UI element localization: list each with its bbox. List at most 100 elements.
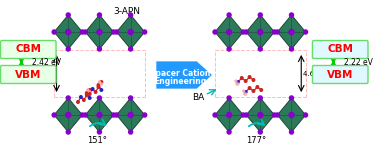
- Circle shape: [66, 96, 70, 100]
- Circle shape: [245, 93, 246, 95]
- Circle shape: [100, 81, 103, 83]
- FancyBboxPatch shape: [0, 40, 56, 58]
- Polygon shape: [85, 15, 113, 49]
- Text: Engineering: Engineering: [154, 78, 206, 87]
- Circle shape: [273, 113, 276, 117]
- Polygon shape: [54, 98, 82, 132]
- Circle shape: [81, 30, 84, 34]
- Circle shape: [77, 101, 79, 103]
- Circle shape: [128, 112, 133, 118]
- Circle shape: [112, 30, 116, 34]
- Circle shape: [213, 30, 217, 34]
- Circle shape: [241, 30, 245, 34]
- Circle shape: [248, 76, 251, 78]
- FancyBboxPatch shape: [313, 66, 368, 84]
- Polygon shape: [246, 15, 274, 49]
- FancyArrow shape: [156, 61, 212, 89]
- Circle shape: [143, 113, 147, 117]
- Circle shape: [89, 91, 91, 93]
- Polygon shape: [116, 15, 145, 49]
- Circle shape: [85, 92, 88, 94]
- FancyBboxPatch shape: [0, 66, 56, 84]
- Circle shape: [243, 90, 245, 92]
- Circle shape: [260, 89, 263, 91]
- Circle shape: [244, 93, 246, 95]
- Circle shape: [88, 89, 91, 91]
- Polygon shape: [246, 98, 274, 132]
- Circle shape: [52, 113, 56, 117]
- Circle shape: [100, 89, 103, 91]
- Circle shape: [235, 80, 237, 82]
- Circle shape: [84, 113, 87, 117]
- Circle shape: [66, 130, 70, 134]
- Circle shape: [97, 86, 100, 88]
- Circle shape: [258, 96, 262, 100]
- Circle shape: [129, 47, 133, 51]
- Circle shape: [52, 30, 56, 34]
- Polygon shape: [54, 15, 82, 49]
- Circle shape: [258, 29, 263, 34]
- Circle shape: [289, 29, 294, 34]
- Text: 151°: 151°: [88, 136, 107, 145]
- Circle shape: [128, 29, 133, 34]
- Circle shape: [244, 30, 248, 34]
- Circle shape: [115, 113, 119, 117]
- Polygon shape: [85, 98, 113, 132]
- Circle shape: [97, 29, 102, 34]
- Circle shape: [256, 86, 259, 88]
- Circle shape: [88, 93, 91, 95]
- Circle shape: [143, 30, 147, 34]
- Circle shape: [227, 13, 231, 17]
- Circle shape: [98, 130, 101, 134]
- Circle shape: [97, 84, 100, 86]
- Text: VBM: VBM: [15, 69, 42, 80]
- Text: Spacer Cation: Spacer Cation: [150, 69, 211, 78]
- Polygon shape: [277, 15, 305, 49]
- Circle shape: [94, 91, 97, 93]
- Text: 177°: 177°: [246, 136, 266, 145]
- Text: BA: BA: [192, 93, 204, 102]
- Circle shape: [226, 29, 232, 34]
- Circle shape: [98, 13, 101, 17]
- Circle shape: [290, 13, 293, 17]
- Polygon shape: [215, 98, 243, 132]
- Circle shape: [81, 113, 84, 117]
- Circle shape: [82, 99, 85, 101]
- Circle shape: [66, 47, 70, 51]
- Circle shape: [227, 130, 231, 134]
- Circle shape: [276, 30, 279, 34]
- Polygon shape: [277, 98, 305, 132]
- Circle shape: [240, 77, 243, 79]
- Circle shape: [85, 94, 88, 96]
- Text: 4.6 Å: 4.6 Å: [303, 70, 321, 77]
- Circle shape: [226, 112, 232, 118]
- Circle shape: [98, 47, 101, 51]
- Circle shape: [84, 30, 87, 34]
- Text: CBM: CBM: [15, 45, 41, 54]
- Circle shape: [258, 47, 262, 51]
- Circle shape: [236, 83, 238, 85]
- Text: 8.6 Å: 8.6 Å: [35, 70, 54, 77]
- Circle shape: [244, 113, 248, 117]
- Circle shape: [258, 13, 262, 17]
- Circle shape: [237, 83, 239, 85]
- Circle shape: [273, 30, 276, 34]
- Circle shape: [66, 13, 70, 17]
- Circle shape: [227, 47, 231, 51]
- Circle shape: [98, 81, 101, 83]
- Circle shape: [213, 113, 217, 117]
- Circle shape: [129, 13, 133, 17]
- Polygon shape: [215, 15, 243, 49]
- Circle shape: [112, 113, 116, 117]
- Text: 2.42 eV: 2.42 eV: [32, 58, 61, 67]
- Circle shape: [245, 80, 247, 82]
- Circle shape: [304, 113, 308, 117]
- Circle shape: [252, 79, 255, 81]
- Circle shape: [88, 97, 91, 99]
- Circle shape: [97, 112, 102, 118]
- Circle shape: [101, 83, 102, 85]
- Circle shape: [258, 112, 263, 118]
- Text: CBM: CBM: [327, 45, 353, 54]
- Circle shape: [290, 96, 293, 100]
- Circle shape: [91, 88, 94, 90]
